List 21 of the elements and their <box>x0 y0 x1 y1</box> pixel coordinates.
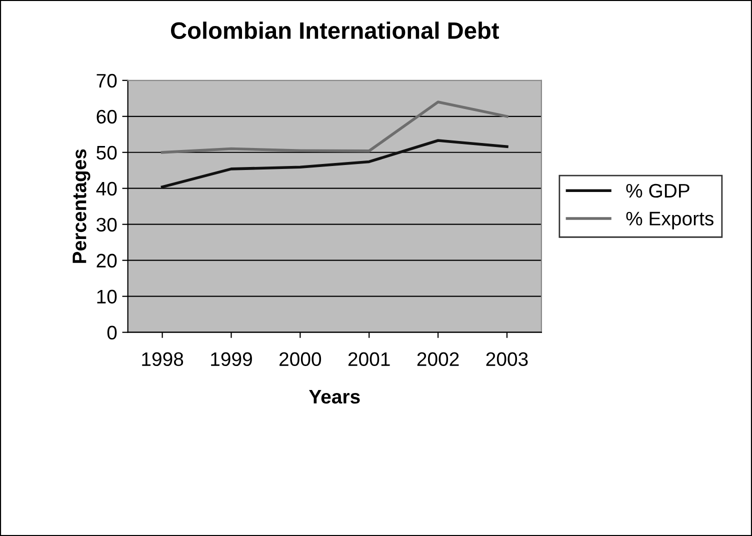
y-tick-label: 20 <box>96 254 117 268</box>
x-axis-title: Years <box>309 390 360 404</box>
y-tick-label: 40 <box>96 182 117 196</box>
y-tick-label: 0 <box>107 326 117 340</box>
y-tick-label: 70 <box>96 74 117 88</box>
y-tick-label: 10 <box>97 290 117 304</box>
x-tick-label: 2003 <box>486 352 528 366</box>
x-tick-label: 2001 <box>348 352 390 366</box>
line-series <box>160 100 508 154</box>
y-tick-label: 30 <box>96 218 117 232</box>
y-tick-label: 60 <box>96 110 117 124</box>
line-series <box>160 139 508 188</box>
x-tick-label: 2002 <box>417 352 459 366</box>
x-tick-label: 1998 <box>142 352 184 366</box>
y-tick-label: 50 <box>96 146 117 160</box>
y-axis-title: Percentages <box>72 149 90 263</box>
x-tick-label: 1999 <box>211 352 252 366</box>
legend-label: % GDP <box>626 184 690 198</box>
legend-label: % Exports <box>626 212 714 230</box>
x-tick-label: 2000 <box>280 352 322 366</box>
chart-title: Colombian International Debt <box>170 22 499 39</box>
